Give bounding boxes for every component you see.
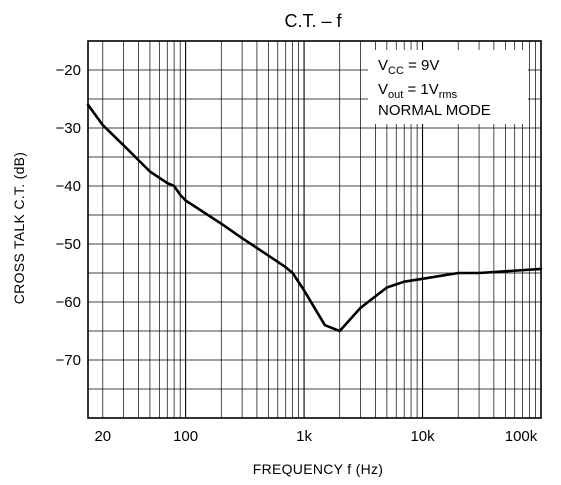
x-tick-label: 100: [173, 428, 198, 445]
y-tick-label: −40: [56, 178, 81, 195]
x-tick-label: 1k: [296, 428, 312, 445]
y-tick-label: −60: [56, 294, 81, 311]
y-tick-labels: −20 −30 −40 −50 −60 −70: [56, 62, 81, 369]
y-tick-label: −50: [56, 236, 81, 253]
plot-frame: [87, 40, 542, 419]
y-axis-label: CROSS TALK C.T. (dB): [11, 152, 27, 305]
chart-title: C.T. – f: [284, 11, 342, 31]
series-line: [86, 103, 543, 333]
x-tick-label: 100k: [505, 428, 538, 445]
y-tick-label: −70: [56, 352, 81, 369]
y-tick-label: −30: [56, 120, 81, 137]
x-tick-label: 10k: [410, 428, 435, 445]
conditions-box: [368, 50, 528, 124]
condition-mode: NORMAL MODE: [378, 102, 491, 119]
x-tick-label: 20: [94, 428, 111, 445]
x-tick-labels: 20 100 1k 10k 100k: [94, 428, 537, 445]
x-axis-label: FREQUENCY f (Hz): [253, 461, 384, 477]
condition-vout: Vout = 1Vrms: [378, 81, 458, 101]
y-tick-label: −20: [56, 62, 81, 79]
condition-vcc: VCC = 9V: [378, 57, 439, 77]
